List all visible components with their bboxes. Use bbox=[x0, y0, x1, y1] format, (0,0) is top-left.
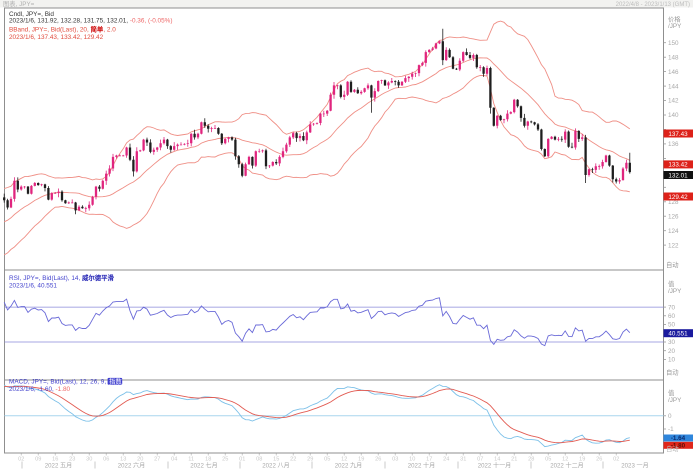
svg-text:2023/1/6, 40.551: 2023/1/6, 40.551 bbox=[9, 282, 57, 289]
svg-text:04: 04 bbox=[171, 457, 177, 463]
svg-text:自动: 自动 bbox=[666, 444, 679, 453]
svg-text:20: 20 bbox=[668, 348, 676, 355]
svg-text:144: 144 bbox=[668, 83, 679, 90]
svg-text:09: 09 bbox=[35, 457, 41, 463]
svg-text:26: 26 bbox=[596, 457, 602, 463]
svg-text:24: 24 bbox=[443, 457, 449, 463]
svg-text:133.42: 133.42 bbox=[668, 162, 688, 169]
svg-text:142: 142 bbox=[668, 98, 679, 105]
svg-text:值: 值 bbox=[668, 279, 675, 288]
svg-text:图表, JPY=: 图表, JPY= bbox=[3, 0, 35, 8]
svg-text:132.01: 132.01 bbox=[668, 172, 688, 179]
svg-text:25: 25 bbox=[222, 457, 228, 463]
svg-text:2022 六月: 2022 六月 bbox=[118, 462, 145, 470]
svg-text:-1: -1 bbox=[668, 426, 674, 433]
svg-text:26: 26 bbox=[375, 457, 381, 463]
svg-text:126: 126 bbox=[668, 213, 679, 220]
svg-text:30: 30 bbox=[668, 339, 676, 346]
svg-text:自动: 自动 bbox=[666, 368, 679, 377]
svg-text:30: 30 bbox=[86, 457, 92, 463]
svg-text:05: 05 bbox=[324, 457, 330, 463]
svg-text:124: 124 bbox=[668, 228, 679, 235]
svg-text:140: 140 bbox=[668, 112, 679, 119]
svg-text:29: 29 bbox=[307, 457, 313, 463]
svg-text:136: 136 bbox=[668, 141, 679, 148]
svg-text:2022 十月: 2022 十月 bbox=[408, 462, 435, 470]
svg-text:BBand, JPY=, Bid(Last), 20, 简单: BBand, JPY=, Bid(Last), 20, 简单, 2.0 bbox=[9, 24, 116, 33]
svg-text:自动: 自动 bbox=[666, 260, 679, 269]
svg-text:129.42: 129.42 bbox=[668, 194, 688, 201]
svg-text:2023/1/6, -1.60, -1.80: 2023/1/6, -1.60, -1.80 bbox=[9, 386, 71, 393]
svg-text:值: 值 bbox=[668, 388, 675, 397]
svg-text:/JPY: /JPY bbox=[668, 23, 682, 30]
svg-text:148: 148 bbox=[668, 54, 679, 61]
svg-text:/JPY: /JPY bbox=[668, 397, 682, 404]
svg-text:70: 70 bbox=[668, 304, 676, 311]
svg-text:2022 十二月: 2022 十二月 bbox=[550, 462, 584, 470]
svg-text:2022 八月: 2022 八月 bbox=[262, 463, 289, 470]
svg-text:02: 02 bbox=[613, 457, 619, 463]
svg-text:RSI, JPY=, Bid(Last), 14, 威尔德平: RSI, JPY=, Bid(Last), 14, 威尔德平滑 bbox=[9, 273, 115, 282]
svg-text:MACD, JPY=, Bid(Last), 12, 26,: MACD, JPY=, Bid(Last), 12, 26, 9, 指数 bbox=[9, 377, 122, 386]
svg-text:10: 10 bbox=[668, 357, 676, 364]
svg-text:2022 九月: 2022 九月 bbox=[335, 462, 362, 470]
svg-text:2022 五月: 2022 五月 bbox=[45, 463, 72, 470]
svg-text:21: 21 bbox=[511, 457, 517, 463]
svg-text:0: 0 bbox=[668, 413, 672, 420]
svg-text:06: 06 bbox=[103, 457, 109, 463]
svg-text:27: 27 bbox=[154, 457, 160, 463]
svg-text:137.43: 137.43 bbox=[668, 131, 688, 138]
svg-text:146: 146 bbox=[668, 69, 679, 76]
svg-text:122: 122 bbox=[668, 242, 679, 249]
svg-text:-1.64: -1.64 bbox=[671, 435, 686, 442]
svg-text:/JPY: /JPY bbox=[668, 288, 682, 295]
svg-text:60: 60 bbox=[668, 313, 676, 320]
svg-text:50: 50 bbox=[668, 322, 676, 329]
svg-text:40.551: 40.551 bbox=[668, 331, 688, 338]
svg-text:31: 31 bbox=[460, 457, 466, 463]
svg-text:2022 十一月: 2022 十一月 bbox=[478, 462, 512, 470]
svg-text:22: 22 bbox=[290, 457, 296, 463]
svg-text:02: 02 bbox=[18, 457, 24, 463]
svg-text:2022 七月: 2022 七月 bbox=[190, 462, 217, 470]
svg-text:2022/4/8 - 2023/1/13 (GMT): 2022/4/8 - 2023/1/13 (GMT) bbox=[616, 2, 690, 8]
svg-text:2023/1/6, 131.92, 132.28, 131.: 2023/1/6, 131.92, 132.28, 131.75, 132.01… bbox=[9, 18, 172, 25]
svg-text:2023/1/6, 137.43, 133.42, 129.: 2023/1/6, 137.43, 133.42, 129.42 bbox=[9, 34, 104, 41]
svg-text:150: 150 bbox=[668, 40, 679, 47]
svg-text:2023 一月: 2023 一月 bbox=[621, 463, 648, 470]
svg-text:03: 03 bbox=[392, 457, 398, 463]
